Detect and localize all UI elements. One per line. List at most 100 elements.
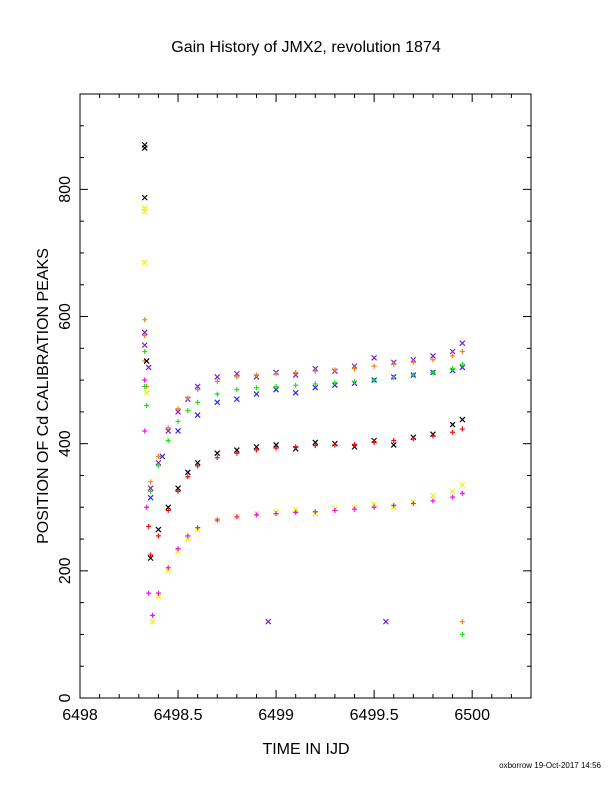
data-point bbox=[155, 459, 162, 466]
data-point bbox=[147, 555, 154, 562]
data-point bbox=[175, 548, 181, 555]
data-point bbox=[141, 208, 148, 215]
data-point bbox=[165, 507, 171, 513]
data-point bbox=[155, 533, 161, 539]
data-point bbox=[175, 488, 181, 494]
data-point bbox=[312, 384, 319, 391]
data-point bbox=[293, 382, 299, 388]
data-point bbox=[312, 439, 319, 446]
x-tick-label: 6498.5 bbox=[154, 707, 203, 724]
x-tick-label: 6500 bbox=[454, 707, 490, 724]
data-point bbox=[391, 361, 397, 367]
data-point bbox=[148, 552, 154, 558]
data-point bbox=[410, 359, 416, 365]
data-point bbox=[371, 504, 377, 510]
data-point bbox=[273, 445, 279, 451]
data-point bbox=[459, 364, 466, 371]
data-point bbox=[352, 366, 358, 372]
data-point bbox=[459, 340, 466, 347]
data-point bbox=[234, 450, 240, 456]
data-point bbox=[233, 447, 240, 453]
data-point bbox=[194, 412, 201, 418]
data-point bbox=[449, 348, 456, 355]
data-point bbox=[459, 416, 466, 423]
data-point bbox=[459, 426, 465, 432]
data-point bbox=[351, 363, 358, 370]
data-point bbox=[371, 501, 378, 508]
data-point bbox=[332, 507, 338, 513]
data-point bbox=[410, 372, 416, 378]
series-6 bbox=[141, 205, 466, 625]
data-point bbox=[459, 490, 465, 496]
data-point bbox=[150, 612, 156, 618]
data-point bbox=[459, 482, 466, 488]
data-point bbox=[391, 438, 397, 444]
data-point bbox=[214, 455, 220, 461]
data-point bbox=[430, 492, 436, 499]
data-point bbox=[144, 504, 150, 510]
data-point bbox=[146, 523, 152, 529]
data-point bbox=[142, 317, 148, 323]
series-0 bbox=[141, 329, 466, 625]
y-tick-label: 0 bbox=[57, 693, 74, 702]
data-point bbox=[450, 429, 456, 435]
data-point bbox=[234, 387, 240, 393]
data-point bbox=[382, 618, 389, 625]
data-point bbox=[155, 453, 161, 459]
data-point bbox=[159, 453, 166, 460]
data-point bbox=[175, 428, 181, 434]
data-point bbox=[293, 509, 299, 515]
y-tick-label: 600 bbox=[57, 303, 74, 330]
data-point bbox=[233, 396, 240, 403]
data-point bbox=[459, 361, 465, 367]
data-point bbox=[459, 631, 465, 637]
data-point bbox=[293, 369, 299, 375]
data-point bbox=[165, 565, 171, 571]
data-point bbox=[155, 463, 161, 469]
data-point bbox=[141, 342, 148, 349]
data-point bbox=[292, 372, 299, 378]
data-point bbox=[410, 436, 416, 442]
data-point bbox=[155, 593, 162, 600]
data-point bbox=[195, 387, 201, 393]
data-point bbox=[147, 494, 154, 501]
data-point bbox=[293, 444, 299, 450]
data-point bbox=[253, 447, 259, 453]
series-2 bbox=[142, 317, 465, 625]
data-point bbox=[430, 498, 436, 504]
data-point bbox=[352, 378, 358, 384]
data-point bbox=[155, 526, 162, 533]
data-point bbox=[371, 439, 377, 445]
y-tick-label: 800 bbox=[57, 176, 74, 203]
data-point bbox=[214, 517, 220, 523]
data-point bbox=[410, 500, 416, 506]
data-point bbox=[145, 364, 152, 371]
data-point bbox=[195, 463, 201, 469]
data-point bbox=[148, 488, 154, 494]
data-point bbox=[234, 374, 240, 380]
data-point bbox=[147, 485, 154, 492]
data-point bbox=[195, 399, 201, 405]
data-point bbox=[273, 383, 279, 389]
data-point bbox=[331, 382, 338, 389]
data-point bbox=[450, 494, 456, 500]
data-point bbox=[273, 386, 280, 393]
data-point bbox=[430, 433, 436, 439]
data-point bbox=[253, 512, 259, 518]
data-point bbox=[234, 514, 240, 520]
data-point bbox=[141, 194, 148, 201]
y-axis: 0 200 400 600 800 bbox=[57, 93, 531, 702]
y-tick-label: 400 bbox=[57, 430, 74, 457]
series-5 bbox=[146, 426, 465, 558]
data-point bbox=[165, 504, 172, 511]
data-point bbox=[175, 546, 181, 552]
data-point bbox=[253, 391, 260, 398]
data-point bbox=[214, 374, 221, 380]
x-axis: 6498 6498.5 6499 6499.5 6500 bbox=[62, 94, 532, 724]
y-tick-label: 200 bbox=[57, 557, 74, 584]
data-point bbox=[165, 438, 171, 444]
data-point bbox=[194, 459, 201, 466]
data-point bbox=[312, 509, 318, 515]
plot-frame bbox=[79, 93, 532, 699]
